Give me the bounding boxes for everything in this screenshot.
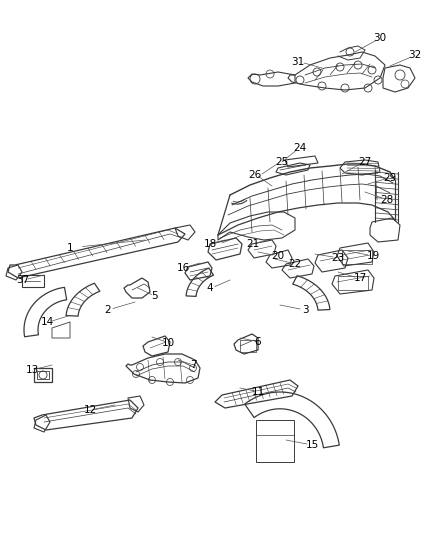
Text: 17: 17 [353,273,367,283]
Text: 21: 21 [246,239,260,249]
Bar [338,276,368,290]
Text: 6: 6 [254,337,261,347]
Bar [256,420,294,462]
Text: 13: 13 [25,365,39,375]
Text: 2: 2 [105,305,111,315]
Text: 14: 14 [40,317,53,327]
Text: 15: 15 [305,440,318,450]
Bar [22,275,44,287]
Text: 4: 4 [207,283,213,293]
Text: 3: 3 [302,305,308,315]
Text: 26: 26 [248,170,261,180]
Text: 16: 16 [177,263,190,273]
Bar [37,371,49,379]
Text: 25: 25 [276,157,289,167]
Bar [240,340,256,352]
Text: 11: 11 [251,387,265,397]
Text: 29: 29 [383,173,397,183]
Text: 20: 20 [272,251,285,261]
Bar [34,368,52,382]
Text: 10: 10 [162,338,175,348]
Text: 18: 18 [203,239,217,249]
Text: 12: 12 [83,405,97,415]
Text: 30: 30 [374,33,387,43]
Text: 27: 27 [358,157,371,167]
Text: 23: 23 [332,253,345,263]
Text: 22: 22 [288,259,302,269]
Text: 28: 28 [380,195,394,205]
Text: 31: 31 [291,57,304,67]
Text: 19: 19 [366,251,380,261]
Text: 1: 1 [67,243,73,253]
Text: 32: 32 [408,50,422,60]
Text: 24: 24 [293,143,307,153]
Text: 5: 5 [152,291,158,301]
Bar [342,250,372,264]
Text: 37: 37 [16,275,30,285]
Text: 7: 7 [190,360,196,370]
